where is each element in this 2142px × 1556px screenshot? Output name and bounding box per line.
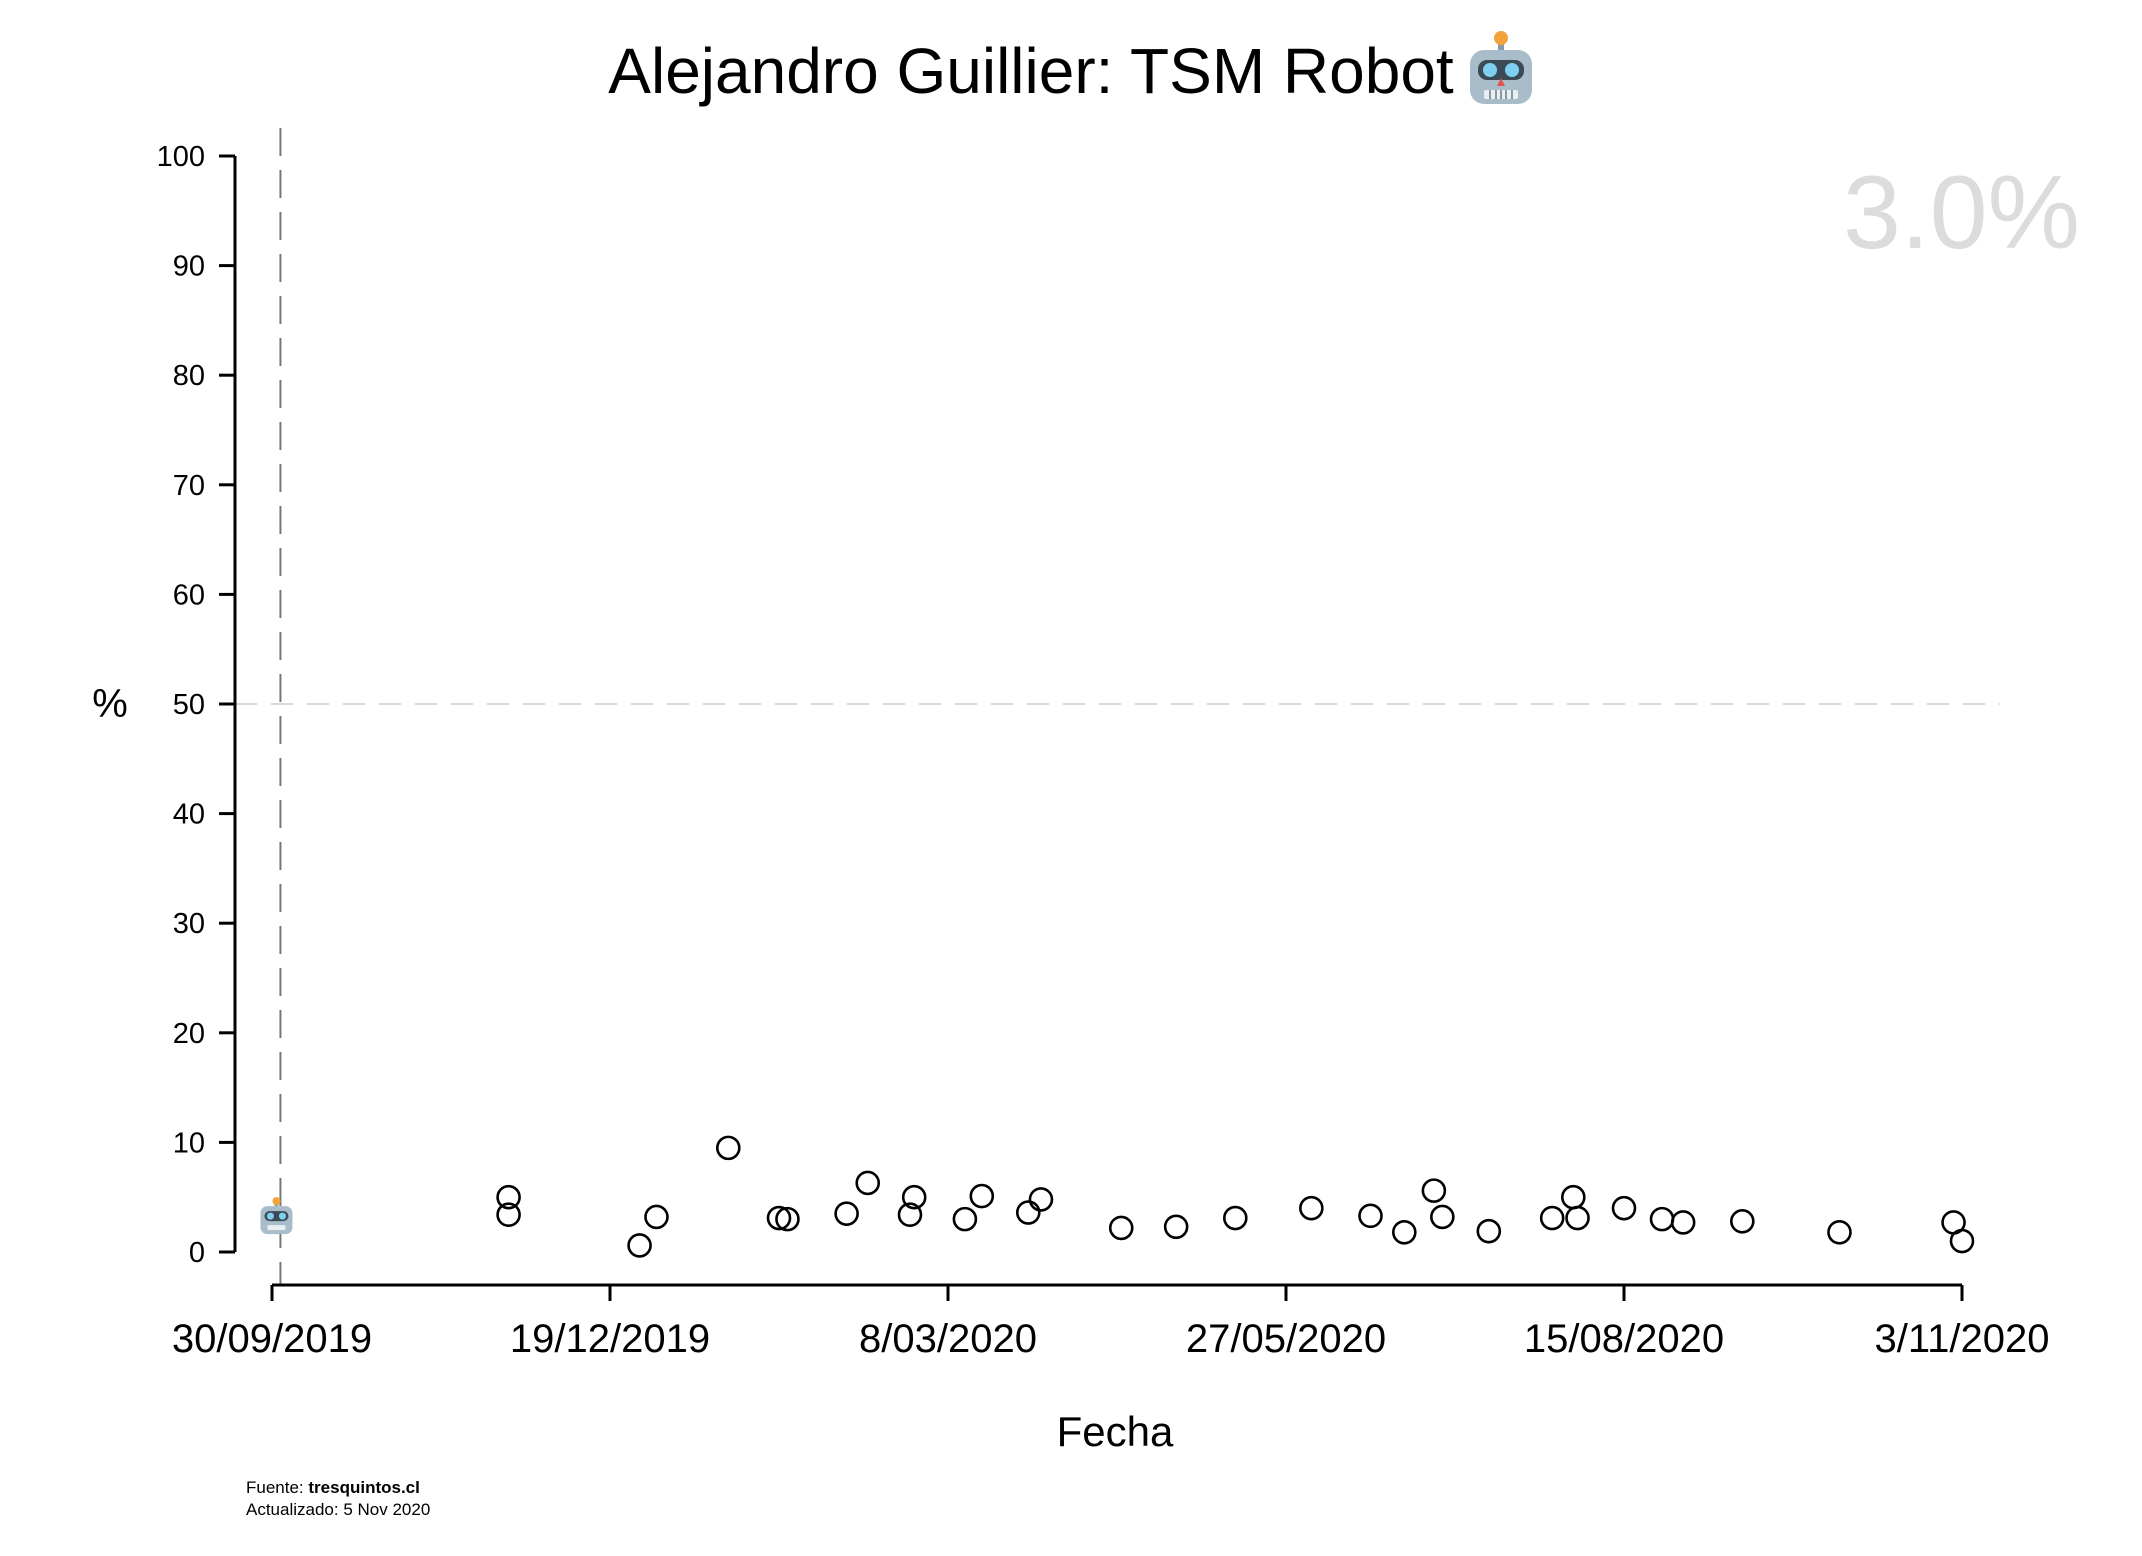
- y-tick-label: 100: [157, 141, 205, 173]
- y-tick-label: 70: [173, 470, 205, 502]
- data-point: [1539, 1205, 1565, 1231]
- latest-value-label: 3.0%: [1843, 155, 2080, 271]
- data-point: [496, 1184, 521, 1210]
- source-line: Fuente: tresquintos.cl: [246, 1477, 430, 1499]
- x-tick-label: 27/05/2020: [1186, 1317, 1386, 1361]
- data-point: [644, 1204, 669, 1230]
- source-site: tresquintos.cl: [308, 1478, 420, 1497]
- data-point: [834, 1201, 859, 1226]
- x-tick-label: 8/03/2020: [859, 1317, 1037, 1361]
- y-axis: 0 10 20 30 40 50 60 70 80 90 100: [157, 141, 237, 1269]
- data-point: [901, 1184, 927, 1210]
- data-point: [855, 1170, 881, 1196]
- x-tick-label: 30/09/2019: [172, 1317, 372, 1361]
- data-point: [1827, 1219, 1852, 1245]
- data-point: [1670, 1210, 1696, 1235]
- highlight-marker: [260, 1197, 293, 1235]
- data-points: [496, 1135, 1975, 1258]
- data-point: [1421, 1178, 1447, 1203]
- data-point: [1358, 1203, 1383, 1229]
- data-point: [1223, 1205, 1248, 1231]
- source-label: Fuente:: [246, 1478, 304, 1497]
- y-tick-label: 0: [189, 1237, 205, 1269]
- data-point: [627, 1233, 652, 1258]
- data-point: [1108, 1215, 1134, 1241]
- data-point: [1163, 1214, 1189, 1240]
- x-axis-label: Fecha: [1057, 1408, 1174, 1455]
- y-tick-label: 90: [173, 251, 205, 283]
- y-tick-label: 30: [173, 908, 205, 940]
- data-point: [1028, 1187, 1054, 1212]
- data-point: [1611, 1195, 1637, 1221]
- robot-face-icon: [260, 1197, 293, 1235]
- x-axis: 30/09/2019 19/12/2019 8/03/2020 27/05/2020 1…: [172, 1283, 2050, 1361]
- chart-title-text: Alejandro Guillier: TSM Robot: [608, 35, 1454, 107]
- data-point: [952, 1206, 978, 1232]
- robot-face-icon: [1469, 31, 1532, 105]
- y-tick-label: 20: [173, 1018, 205, 1050]
- data-point: [1299, 1195, 1324, 1221]
- data-point: [1392, 1219, 1417, 1245]
- data-point: [1949, 1228, 1975, 1254]
- y-tick-label: 50: [173, 689, 205, 721]
- updated-line: Actualizado: 5 Nov 2020: [246, 1500, 431, 1519]
- y-tick-label: 60: [173, 579, 205, 611]
- data-point: [897, 1202, 923, 1228]
- data-point: [1476, 1218, 1502, 1244]
- y-axis-label: %: [92, 682, 128, 726]
- x-tick-label: 19/12/2019: [510, 1317, 710, 1361]
- footer: Fuente: tresquintos.cl Actualizado: 5 No…: [246, 1477, 430, 1521]
- data-point: [1015, 1200, 1041, 1225]
- data-point: [1561, 1184, 1586, 1210]
- data-point: [496, 1202, 521, 1228]
- data-point: [715, 1135, 741, 1161]
- data-point: [766, 1205, 792, 1231]
- data-point: [969, 1183, 995, 1209]
- y-tick-label: 10: [173, 1127, 205, 1159]
- data-point: [1730, 1209, 1755, 1234]
- y-tick-label: 40: [173, 799, 205, 831]
- data-point: [1565, 1205, 1590, 1231]
- x-tick-label: 3/11/2020: [1875, 1317, 2050, 1361]
- reference-lines: [235, 128, 2000, 1285]
- y-tick-label: 80: [173, 360, 205, 392]
- chart-title: Alejandro Guillier: TSM Robot: [0, 31, 2142, 114]
- data-point: [1430, 1204, 1455, 1230]
- x-tick-label: 15/08/2020: [1524, 1317, 1724, 1361]
- data-point: [775, 1206, 800, 1232]
- data-point: [1649, 1206, 1675, 1232]
